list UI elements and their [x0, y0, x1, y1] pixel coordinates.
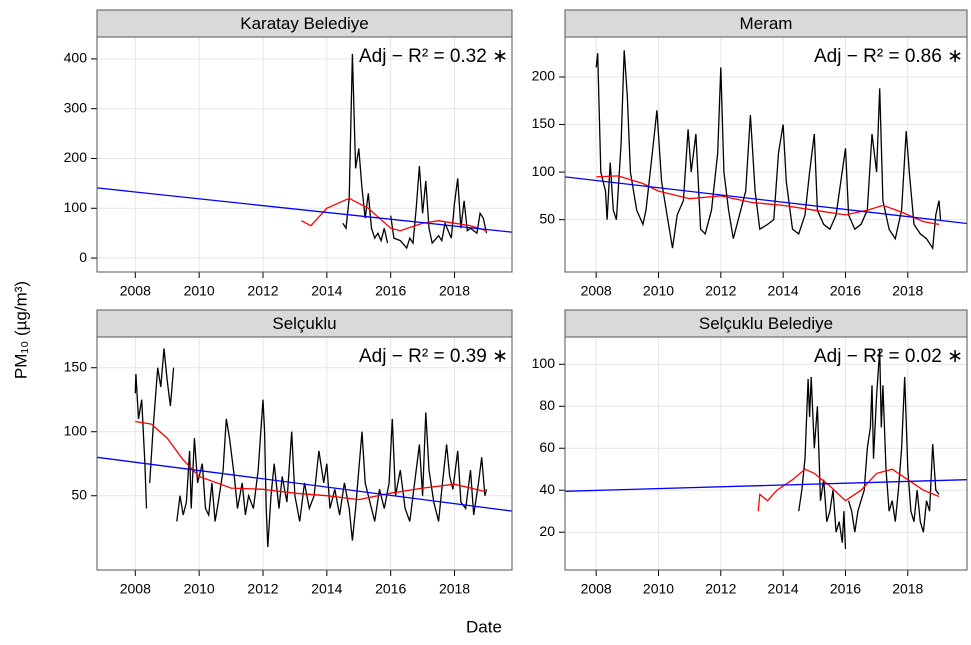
strip: [96, 309, 513, 338]
x-tick-label: 2014: [311, 283, 342, 299]
y-tick-label: 200: [64, 149, 88, 165]
panel-border: [96, 336, 513, 571]
y-tick-label: 20: [539, 523, 555, 539]
x-tick-label: 2012: [247, 581, 278, 597]
plot-area: [97, 53, 512, 250]
y-tick-label: 80: [539, 397, 555, 413]
x-tick-label: 2018: [892, 581, 923, 597]
x-tick-label: 2010: [643, 283, 674, 299]
x-tick-label: 2016: [830, 581, 861, 597]
y-tick-label: 150: [532, 115, 556, 131]
data-line: [134, 348, 488, 548]
panel-border: [564, 36, 968, 273]
x-tick-label: 2014: [311, 581, 342, 597]
plot-area: [565, 50, 967, 251]
y-tick-label: 60: [539, 439, 555, 455]
y-tick-label: 100: [64, 422, 88, 438]
panel-title: Selçuklu: [272, 314, 336, 333]
x-tick-label: 2012: [705, 283, 736, 299]
y-tick-label: 50: [539, 210, 555, 226]
x-tick-label: 2014: [768, 581, 799, 597]
plot-area: [97, 348, 512, 548]
y-tick-label: 50: [71, 486, 87, 502]
panel-title: Selçuklu Belediye: [699, 314, 833, 333]
y-tick-label: 100: [64, 199, 88, 215]
x-tick-label: 2010: [643, 581, 674, 597]
data-line: [757, 468, 940, 512]
y-axis-label: PM₁₀ (µg/m³): [11, 281, 30, 379]
y-tick-label: 150: [64, 358, 88, 374]
plot-area: [565, 349, 967, 550]
y-tick-label: 0: [79, 249, 87, 265]
annotation: Adj − R² = 0.39 ∗: [359, 346, 508, 367]
data-line: [595, 50, 942, 251]
data-line: [798, 349, 940, 550]
data-line: [565, 176, 967, 225]
y-tick-label: 100: [532, 355, 556, 371]
y-tick-label: 300: [64, 99, 88, 115]
x-tick-label: 2008: [120, 283, 151, 299]
x-tick-label: 2010: [184, 581, 215, 597]
y-tick-label: 100: [532, 163, 556, 179]
x-tick-label: 2014: [768, 283, 799, 299]
data-line: [342, 53, 488, 250]
annotation: Adj − R² = 0.32 ∗: [359, 46, 508, 67]
y-tick-label: 400: [64, 50, 88, 66]
x-tick-label: 2018: [439, 283, 470, 299]
annotation: Adj − R² = 0.86 ∗: [814, 46, 963, 67]
x-tick-label: 2008: [120, 581, 151, 597]
panel-title: Meram: [740, 14, 793, 33]
x-tick-label: 2008: [581, 283, 612, 299]
x-axis-label: Date: [466, 617, 502, 636]
x-tick-label: 2012: [247, 283, 278, 299]
panel-border: [96, 36, 513, 273]
x-tick-label: 2012: [705, 581, 736, 597]
data-line: [97, 187, 512, 233]
panel-title: Karatay Belediye: [240, 14, 369, 33]
x-tick-label: 2010: [184, 283, 215, 299]
x-tick-label: 2016: [830, 283, 861, 299]
data-line: [97, 456, 512, 512]
x-tick-label: 2018: [892, 283, 923, 299]
strip: [564, 309, 968, 338]
strip: [564, 9, 968, 38]
x-tick-label: 2016: [375, 283, 406, 299]
panel-border: [564, 336, 968, 571]
y-tick-label: 200: [532, 68, 556, 84]
data-line: [300, 197, 487, 232]
data-line: [565, 479, 967, 492]
data-line: [135, 420, 487, 501]
annotation: Adj − R² = 0.02 ∗: [814, 346, 963, 367]
y-tick-label: 40: [539, 481, 555, 497]
x-tick-label: 2008: [581, 581, 612, 597]
x-tick-label: 2016: [375, 581, 406, 597]
x-tick-label: 2018: [439, 581, 470, 597]
strip: [96, 9, 513, 38]
